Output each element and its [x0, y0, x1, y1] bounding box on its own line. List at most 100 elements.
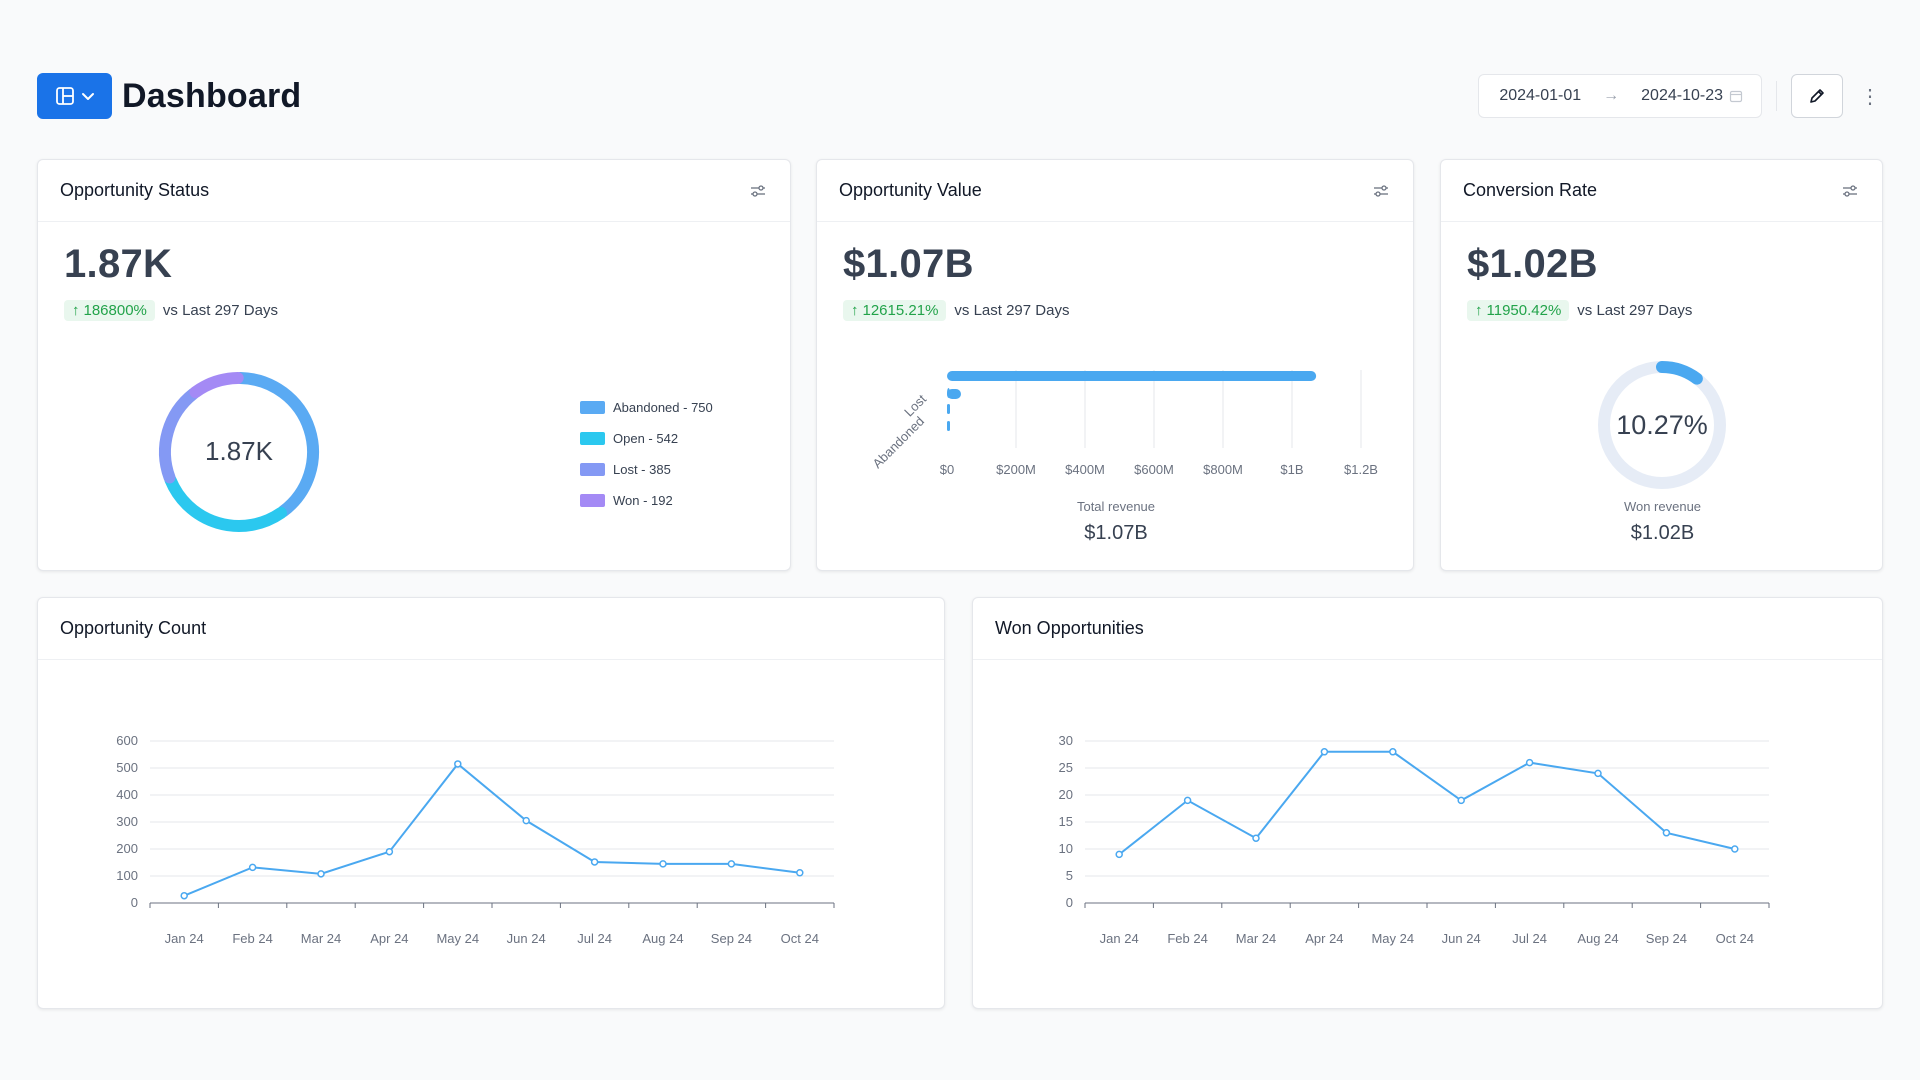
metric-value: $1.02B: [1467, 242, 1598, 286]
x-tick-label: Jul 24: [577, 931, 612, 946]
bar-marker: [947, 389, 961, 399]
x-tick-label: Jun 24: [1442, 931, 1481, 946]
x-tick-label: $400M: [1065, 462, 1105, 477]
x-tick-label: Oct 24: [781, 931, 819, 946]
date-range-picker[interactable]: 2024-01-01 → 2024-10-23: [1478, 74, 1762, 118]
y-tick-label: 300: [116, 814, 138, 829]
opportunity-value-card: Opportunity Value $1.07B ↑ 12615.21% vs …: [816, 159, 1414, 571]
opportunity-status-card: Opportunity Status 1.87K ↑ 186800% vs La…: [37, 159, 791, 571]
data-point[interactable]: [454, 760, 462, 768]
settings-sliders-icon[interactable]: [1840, 181, 1860, 201]
edit-button[interactable]: [1791, 74, 1843, 118]
legend-item[interactable]: Lost - 385: [580, 454, 713, 485]
legend-label: Open - 542: [613, 431, 679, 446]
data-point[interactable]: [1252, 834, 1260, 842]
data-point[interactable]: [1320, 748, 1329, 756]
data-point[interactable]: [727, 860, 736, 868]
y-tick-label: 100: [116, 868, 138, 883]
data-point[interactable]: [1457, 796, 1465, 805]
date-to[interactable]: 2024-10-23: [1641, 87, 1723, 104]
x-tick-label: Apr 24: [370, 931, 408, 946]
legend-item[interactable]: Abandoned - 750: [580, 392, 713, 423]
metric-value: $1.07B: [843, 242, 974, 286]
y-tick-label: 15: [1059, 814, 1073, 829]
y-tick-label: 0: [1066, 895, 1073, 910]
donut-slice-won[interactable]: [189, 372, 244, 399]
gauge-arc: [1656, 361, 1703, 385]
card-title: Conversion Rate: [1463, 180, 1598, 200]
chart-legend: Abandoned - 750 Open - 542 Lost - 385 Won -…: [580, 392, 713, 516]
opportunity-count-card: Opportunity Count 0 100 200 300 400 500 600 Jan…: [37, 597, 945, 1009]
x-tick-label: $600M: [1134, 462, 1174, 477]
line-chart: 0 100 200 300 400 500 600 Jan 24 Feb 24 Mar 24 Apr…: [116, 733, 835, 946]
x-tick-label: Aug 24: [642, 931, 683, 946]
bar-marker: [947, 421, 950, 431]
dashboard-header: Dashboard 2024-01-01 → 2024-10-23 ⋮: [37, 73, 1883, 119]
layout-icon: [55, 87, 74, 105]
won-opportunities-card: Won Opportunities 0 5 10 15 20 25 30 Jan 24 Feb …: [972, 597, 1883, 1009]
x-tick-label: Sep 24: [711, 931, 752, 946]
bar-marker: [947, 404, 950, 414]
data-point[interactable]: [385, 847, 394, 856]
data-point[interactable]: [180, 891, 188, 900]
data-point[interactable]: [248, 863, 257, 872]
data-point[interactable]: [1183, 796, 1192, 805]
data-point[interactable]: [1525, 758, 1534, 767]
calendar-icon: [1729, 90, 1743, 103]
line-chart: 0 5 10 15 20 25 30 Jan 24 Feb 24 Mar 24 Apr 24 May …: [1059, 733, 1770, 946]
legend-label: Lost - 385: [613, 462, 671, 477]
legend-label: Won - 192: [613, 493, 673, 508]
legend-swatch: [580, 401, 605, 414]
donut-slice-lost[interactable]: [159, 387, 200, 484]
x-tick-label: Jun 24: [507, 931, 546, 946]
won-revenue-value: $1.02B: [1630, 522, 1695, 544]
y-tick-label: Abandoned: [869, 414, 927, 472]
data-point[interactable]: [1731, 845, 1739, 853]
x-tick-label: Apr 24: [1305, 931, 1343, 946]
donut-slice-open[interactable]: [164, 473, 287, 532]
legend-item[interactable]: Open - 542: [580, 423, 713, 454]
data-point[interactable]: [659, 860, 667, 868]
data-point[interactable]: [1594, 769, 1602, 778]
delta-text: vs Last 297 Days: [162, 302, 278, 319]
data-point[interactable]: [1389, 748, 1397, 756]
card-title: Opportunity Status: [60, 180, 210, 200]
data-point[interactable]: [1662, 829, 1671, 837]
y-tick-label: 5: [1066, 868, 1073, 883]
y-tick-label: 0: [131, 895, 138, 910]
y-tick-label: 30: [1059, 733, 1073, 748]
delta-value: 12615.21%: [862, 302, 939, 319]
data-point[interactable]: [590, 858, 599, 866]
total-revenue-label: Total revenue: [1076, 499, 1156, 514]
settings-sliders-icon[interactable]: [1371, 181, 1391, 201]
delta-badge: ↑ 12615.21%: [843, 300, 947, 321]
y-tick-label: 25: [1059, 760, 1073, 775]
page-title: Dashboard: [122, 76, 302, 115]
series-line: [1118, 750, 1736, 856]
bar-lost[interactable]: [947, 371, 1317, 381]
data-point[interactable]: [522, 816, 530, 825]
settings-sliders-icon[interactable]: [748, 181, 768, 201]
y-tick-label: 600: [116, 733, 138, 748]
conversion-rate-card: Conversion Rate $1.02B ↑ 11950.42% vs La…: [1440, 159, 1883, 571]
series-line: [183, 762, 800, 897]
date-from[interactable]: 2024-01-01: [1499, 87, 1582, 104]
data-point[interactable]: [796, 869, 804, 877]
metric-value: 1.87K: [64, 242, 173, 286]
data-point[interactable]: [1115, 850, 1123, 859]
donut-slice-abandoned[interactable]: [234, 372, 319, 518]
x-tick-label: $0: [940, 462, 954, 477]
donut-chart: 1.87K: [159, 372, 319, 532]
delta-text: vs Last 297 Days: [1577, 302, 1693, 319]
data-point[interactable]: [317, 870, 325, 878]
chevron-down-icon: [81, 93, 94, 100]
legend-label: Abandoned - 750: [613, 400, 713, 415]
more-options-icon[interactable]: ⋮: [1860, 85, 1880, 108]
x-tick-label: Feb 24: [1167, 931, 1207, 946]
delta-value: 186800%: [83, 302, 147, 319]
legend-item[interactable]: Won - 192: [580, 485, 713, 516]
pencil-icon: [1810, 89, 1824, 103]
layout-switcher-button[interactable]: [37, 73, 112, 119]
horizontal-bar-chart: $0 $200M $400M $600M $800M $1B $1.2BLostAbando…: [869, 370, 1378, 477]
arrow-up-icon: ↑: [72, 302, 80, 319]
